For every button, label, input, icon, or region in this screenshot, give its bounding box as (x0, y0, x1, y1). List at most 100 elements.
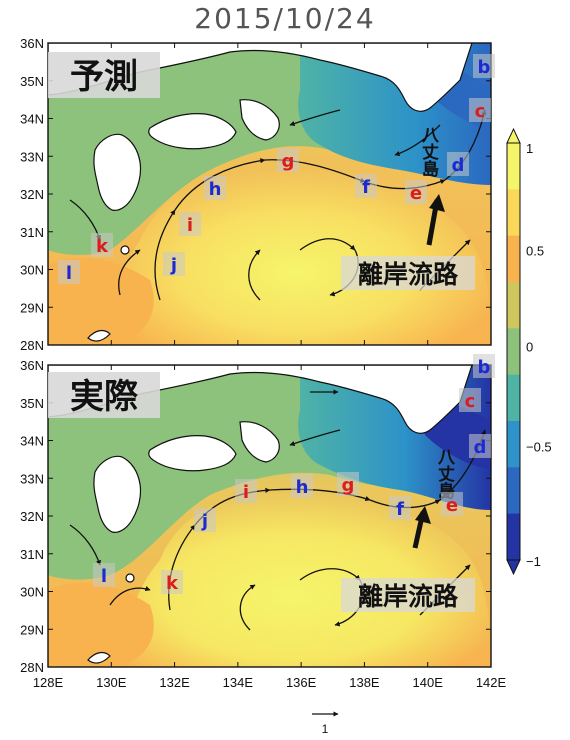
marker-f: f (362, 177, 370, 198)
colorbar-segment (507, 374, 520, 422)
colorbar-top-arrow (506, 127, 521, 144)
lon-tick-label: 132E (159, 675, 190, 690)
marker-b: b (478, 357, 491, 378)
offshore-path-label: 離岸流路 (358, 260, 459, 289)
marker-k: k (96, 236, 109, 257)
colorbar-segment (507, 189, 520, 237)
reference-vector: 1 (312, 711, 339, 736)
lon-tick-label: 130E (96, 675, 127, 690)
lat-tick-label: 34N (20, 434, 44, 449)
lat-tick-label: 36N (20, 358, 44, 373)
offshore-arrow-head (415, 506, 431, 524)
lon-tick-label: 138E (349, 675, 380, 690)
marker-l: l (66, 263, 72, 284)
lat-tick-label: 30N (20, 263, 44, 278)
colorbar-segment (507, 421, 520, 468)
lat-tick-label: 32N (20, 509, 44, 524)
offshore-label-box (341, 256, 475, 290)
reference-vector-label: 1 (322, 722, 329, 736)
marker-box (337, 472, 359, 496)
lat-tick-label: 29N (20, 622, 44, 637)
colorbar: 1 0.5 0 −0.5 −1 (506, 127, 552, 576)
marker-k: k (166, 573, 179, 594)
colorbar-segment (507, 282, 520, 329)
lat-tick-label: 33N (20, 471, 44, 486)
lat-tick-label: 30N (20, 585, 44, 600)
observation-panel (48, 365, 491, 667)
marker-b: b (478, 57, 491, 78)
colorbar-segment (507, 513, 520, 561)
lat-tick-label: 28N (20, 338, 44, 353)
colorbar-tick-label: 1 (526, 141, 533, 156)
marker-box (469, 98, 491, 122)
marker-c: c (465, 391, 476, 412)
colorbar-tick-label: 0 (526, 340, 533, 355)
marker-box (355, 174, 377, 198)
marker-h: h (209, 179, 222, 200)
colorbar-segment (507, 143, 520, 190)
marker-box (405, 180, 427, 204)
island-label: 八丈島 (434, 448, 455, 500)
marker-box (441, 492, 463, 516)
marker-e: e (446, 495, 458, 516)
lat-tick-label: 33N (20, 149, 44, 164)
colorbar-segment (507, 328, 520, 376)
marker-i: i (187, 215, 193, 236)
marker-d: d (474, 437, 487, 458)
lon-tick-label: 128E (33, 675, 64, 690)
lon-tick-label: 142E (476, 675, 507, 690)
marker-h: h (296, 477, 309, 498)
lat-tick-label: 32N (20, 187, 44, 202)
marker-i: i (243, 482, 249, 503)
marker-g: g (342, 475, 355, 496)
colorbar-tick-label: −0.5 (526, 440, 552, 455)
marker-box (473, 54, 495, 78)
marker-j: j (170, 255, 177, 276)
colorbar-tick-label: 0.5 (526, 244, 544, 259)
lat-tick-label: 29N (20, 300, 44, 315)
lon-tick-label: 134E (223, 675, 254, 690)
colorbar-tick-label: −1 (526, 554, 541, 569)
marker-box (204, 176, 226, 200)
marker-box (473, 354, 495, 378)
marker-box (447, 152, 469, 176)
lat-tick-label: 34N (20, 112, 44, 127)
colorbar-segment (507, 235, 520, 283)
colorbar-bottom-arrow (506, 559, 521, 576)
marker-box (163, 252, 185, 276)
marker-e: e (410, 183, 422, 204)
marker-f: f (396, 499, 404, 520)
marker-box (277, 148, 299, 172)
marker-d: d (452, 155, 465, 176)
lon-tick-label: 140E (413, 675, 444, 690)
lat-tick-label: 28N (20, 660, 44, 675)
marker-box (161, 570, 183, 594)
lat-tick-label: 35N (20, 74, 44, 89)
panel-title: 予測 (70, 57, 138, 97)
colorbar-segment (507, 467, 520, 515)
offshore-path-label: 離岸流路 (358, 582, 459, 611)
marker-box (194, 508, 216, 532)
lat-tick-label: 31N (20, 225, 44, 240)
panel-title-box (48, 52, 160, 98)
marker-box (179, 212, 201, 236)
panel-title: 実際 (70, 377, 138, 417)
marker-box (58, 260, 80, 284)
offshore-label-box (341, 578, 475, 612)
marker-c: c (475, 101, 486, 122)
marker-g: g (282, 151, 295, 172)
marker-box (459, 388, 481, 412)
marker-j: j (201, 511, 208, 532)
marker-box (469, 434, 491, 458)
marker-box (91, 233, 113, 257)
lat-tick-label: 31N (20, 547, 44, 562)
lat-tick-label: 36N (20, 36, 44, 51)
marker-l: l (101, 566, 107, 587)
figure-date: 2015/10/24 (194, 2, 376, 35)
marker-box (235, 479, 257, 503)
lon-tick-label: 136E (286, 675, 317, 690)
offshore-arrow-head (429, 194, 445, 212)
island-label: 八丈島 (418, 126, 439, 178)
